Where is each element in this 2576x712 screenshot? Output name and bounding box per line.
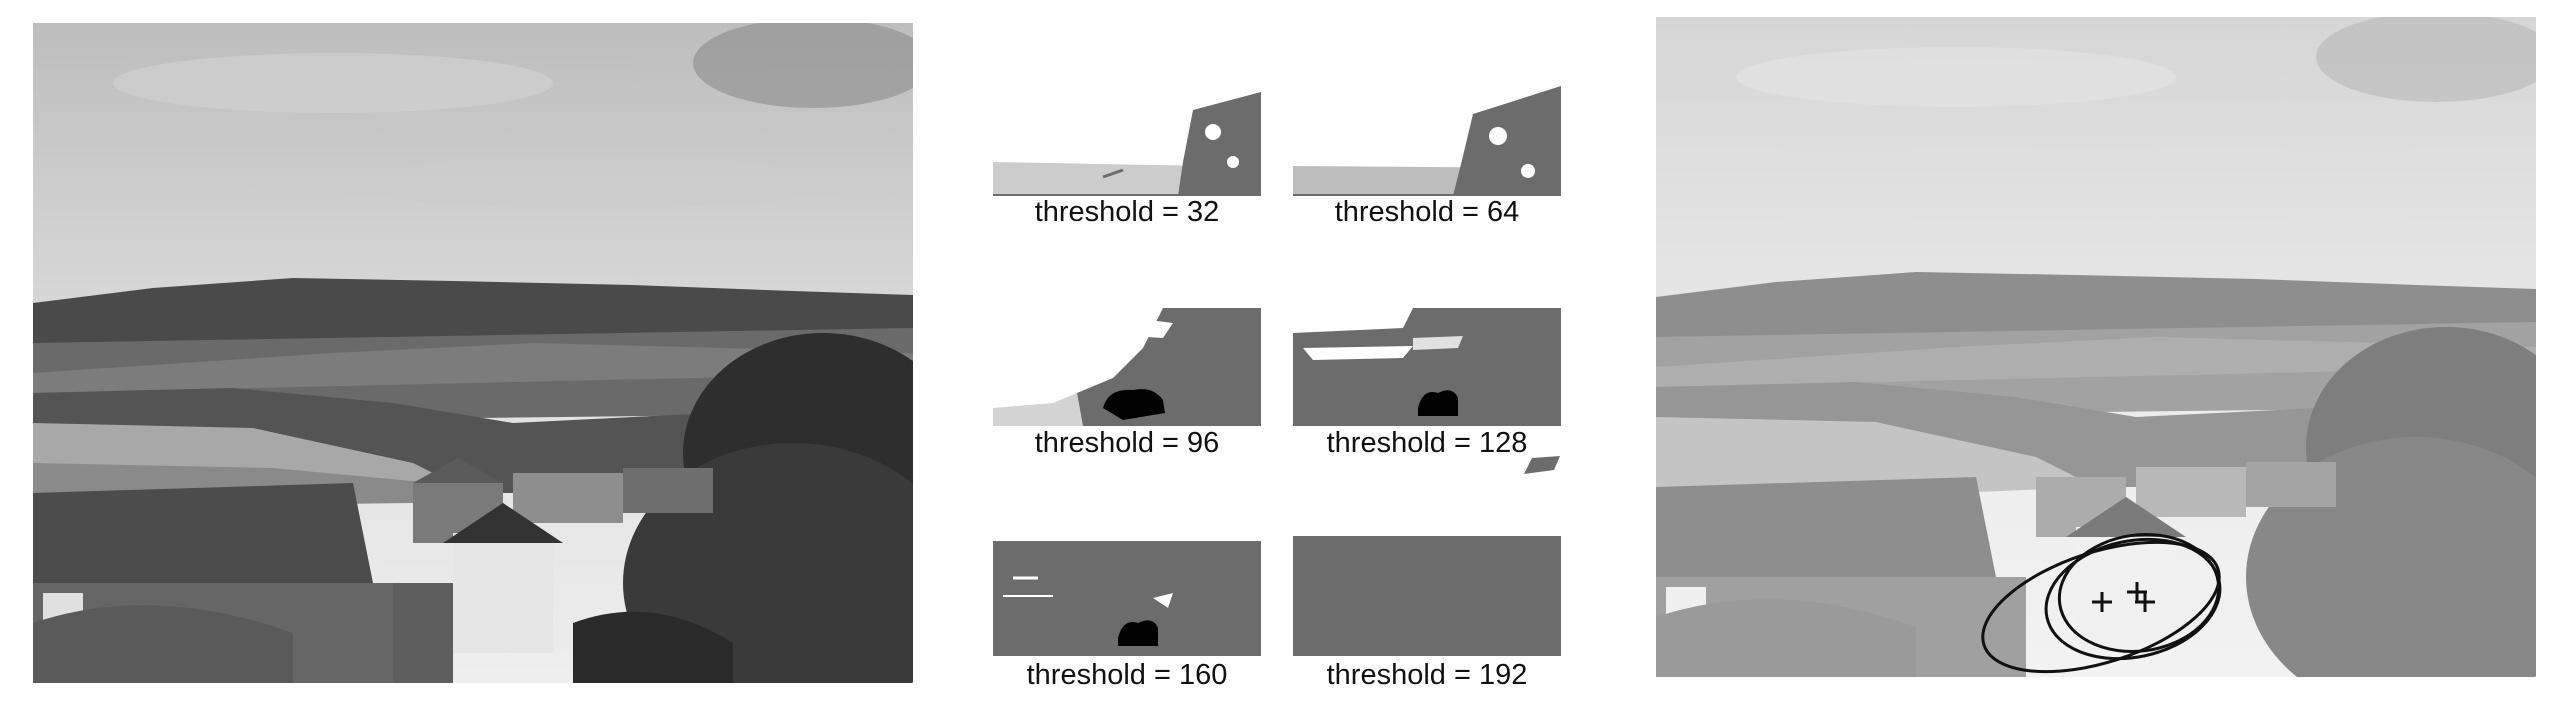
faded-landscape-image xyxy=(1656,12,2576,712)
threshold-label-64: threshold = 64 xyxy=(1334,196,1520,228)
threshold-image-64 xyxy=(1293,86,1561,196)
center-marker-1 xyxy=(2092,592,2112,612)
threshold-image-96 xyxy=(993,308,1261,426)
threshold-label-96: threshold = 96 xyxy=(1034,427,1220,459)
threshold-image-160 xyxy=(993,538,1261,656)
stray-mark xyxy=(1524,456,1560,479)
detection-result-photo xyxy=(1656,12,2576,712)
threshold-label-192: threshold = 192 xyxy=(1326,659,1528,691)
threshold-label-128: threshold = 128 xyxy=(1326,427,1528,459)
threshold-image-192 xyxy=(1293,536,1561,656)
detection-ellipse-3 xyxy=(2057,532,2221,654)
threshold-label-32: threshold = 32 xyxy=(1034,196,1220,228)
landscape-image xyxy=(33,18,963,712)
threshold-image-32 xyxy=(993,92,1261,196)
original-photo xyxy=(33,18,963,712)
center-marker-3 xyxy=(2135,592,2155,612)
threshold-label-160: threshold = 160 xyxy=(1026,659,1228,691)
threshold-image-128 xyxy=(1293,308,1561,426)
